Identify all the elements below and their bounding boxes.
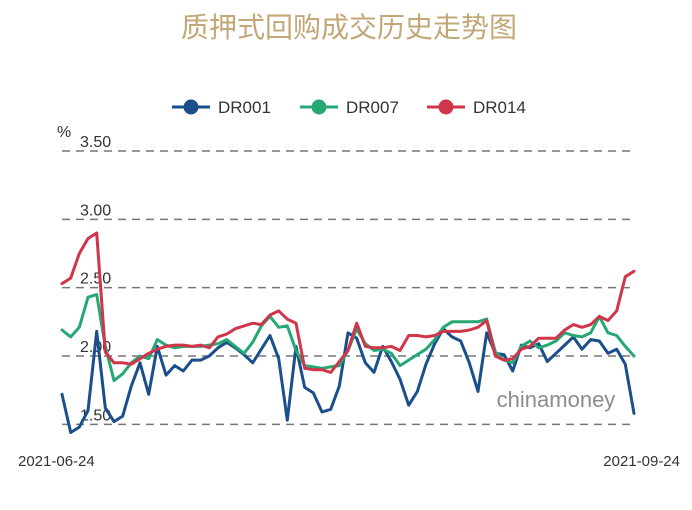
series-line-dr014 xyxy=(60,231,636,374)
legend-item-dr014[interactable]: DR014 xyxy=(427,98,526,117)
x-tick-start: 2021-06-24 xyxy=(18,453,95,470)
y-axis-ticks: 3.503.002.502.001.50 xyxy=(80,134,111,424)
watermark: chinamoney xyxy=(497,387,616,412)
gridlines xyxy=(62,150,634,426)
legend: DR001 DR007 DR014 xyxy=(172,98,526,117)
series-lines xyxy=(60,231,636,434)
series-line-dr001 xyxy=(60,327,636,434)
legend-label-dr007: DR007 xyxy=(346,98,399,117)
y-axis-unit: % xyxy=(57,124,71,141)
x-tick-end: 2021-09-24 xyxy=(603,453,680,470)
y-tick-label: 3.50 xyxy=(80,134,111,151)
legend-item-dr007[interactable]: DR007 xyxy=(300,98,399,117)
chart-title: 质押式回购成交历史走势图 xyxy=(181,11,517,44)
legend-label-dr001: DR001 xyxy=(218,98,271,117)
legend-item-dr001[interactable]: DR001 xyxy=(172,98,271,117)
y-tick-label: 3.00 xyxy=(80,202,111,219)
legend-label-dr014: DR014 xyxy=(473,98,526,117)
y-tick-label: 2.50 xyxy=(80,271,111,288)
